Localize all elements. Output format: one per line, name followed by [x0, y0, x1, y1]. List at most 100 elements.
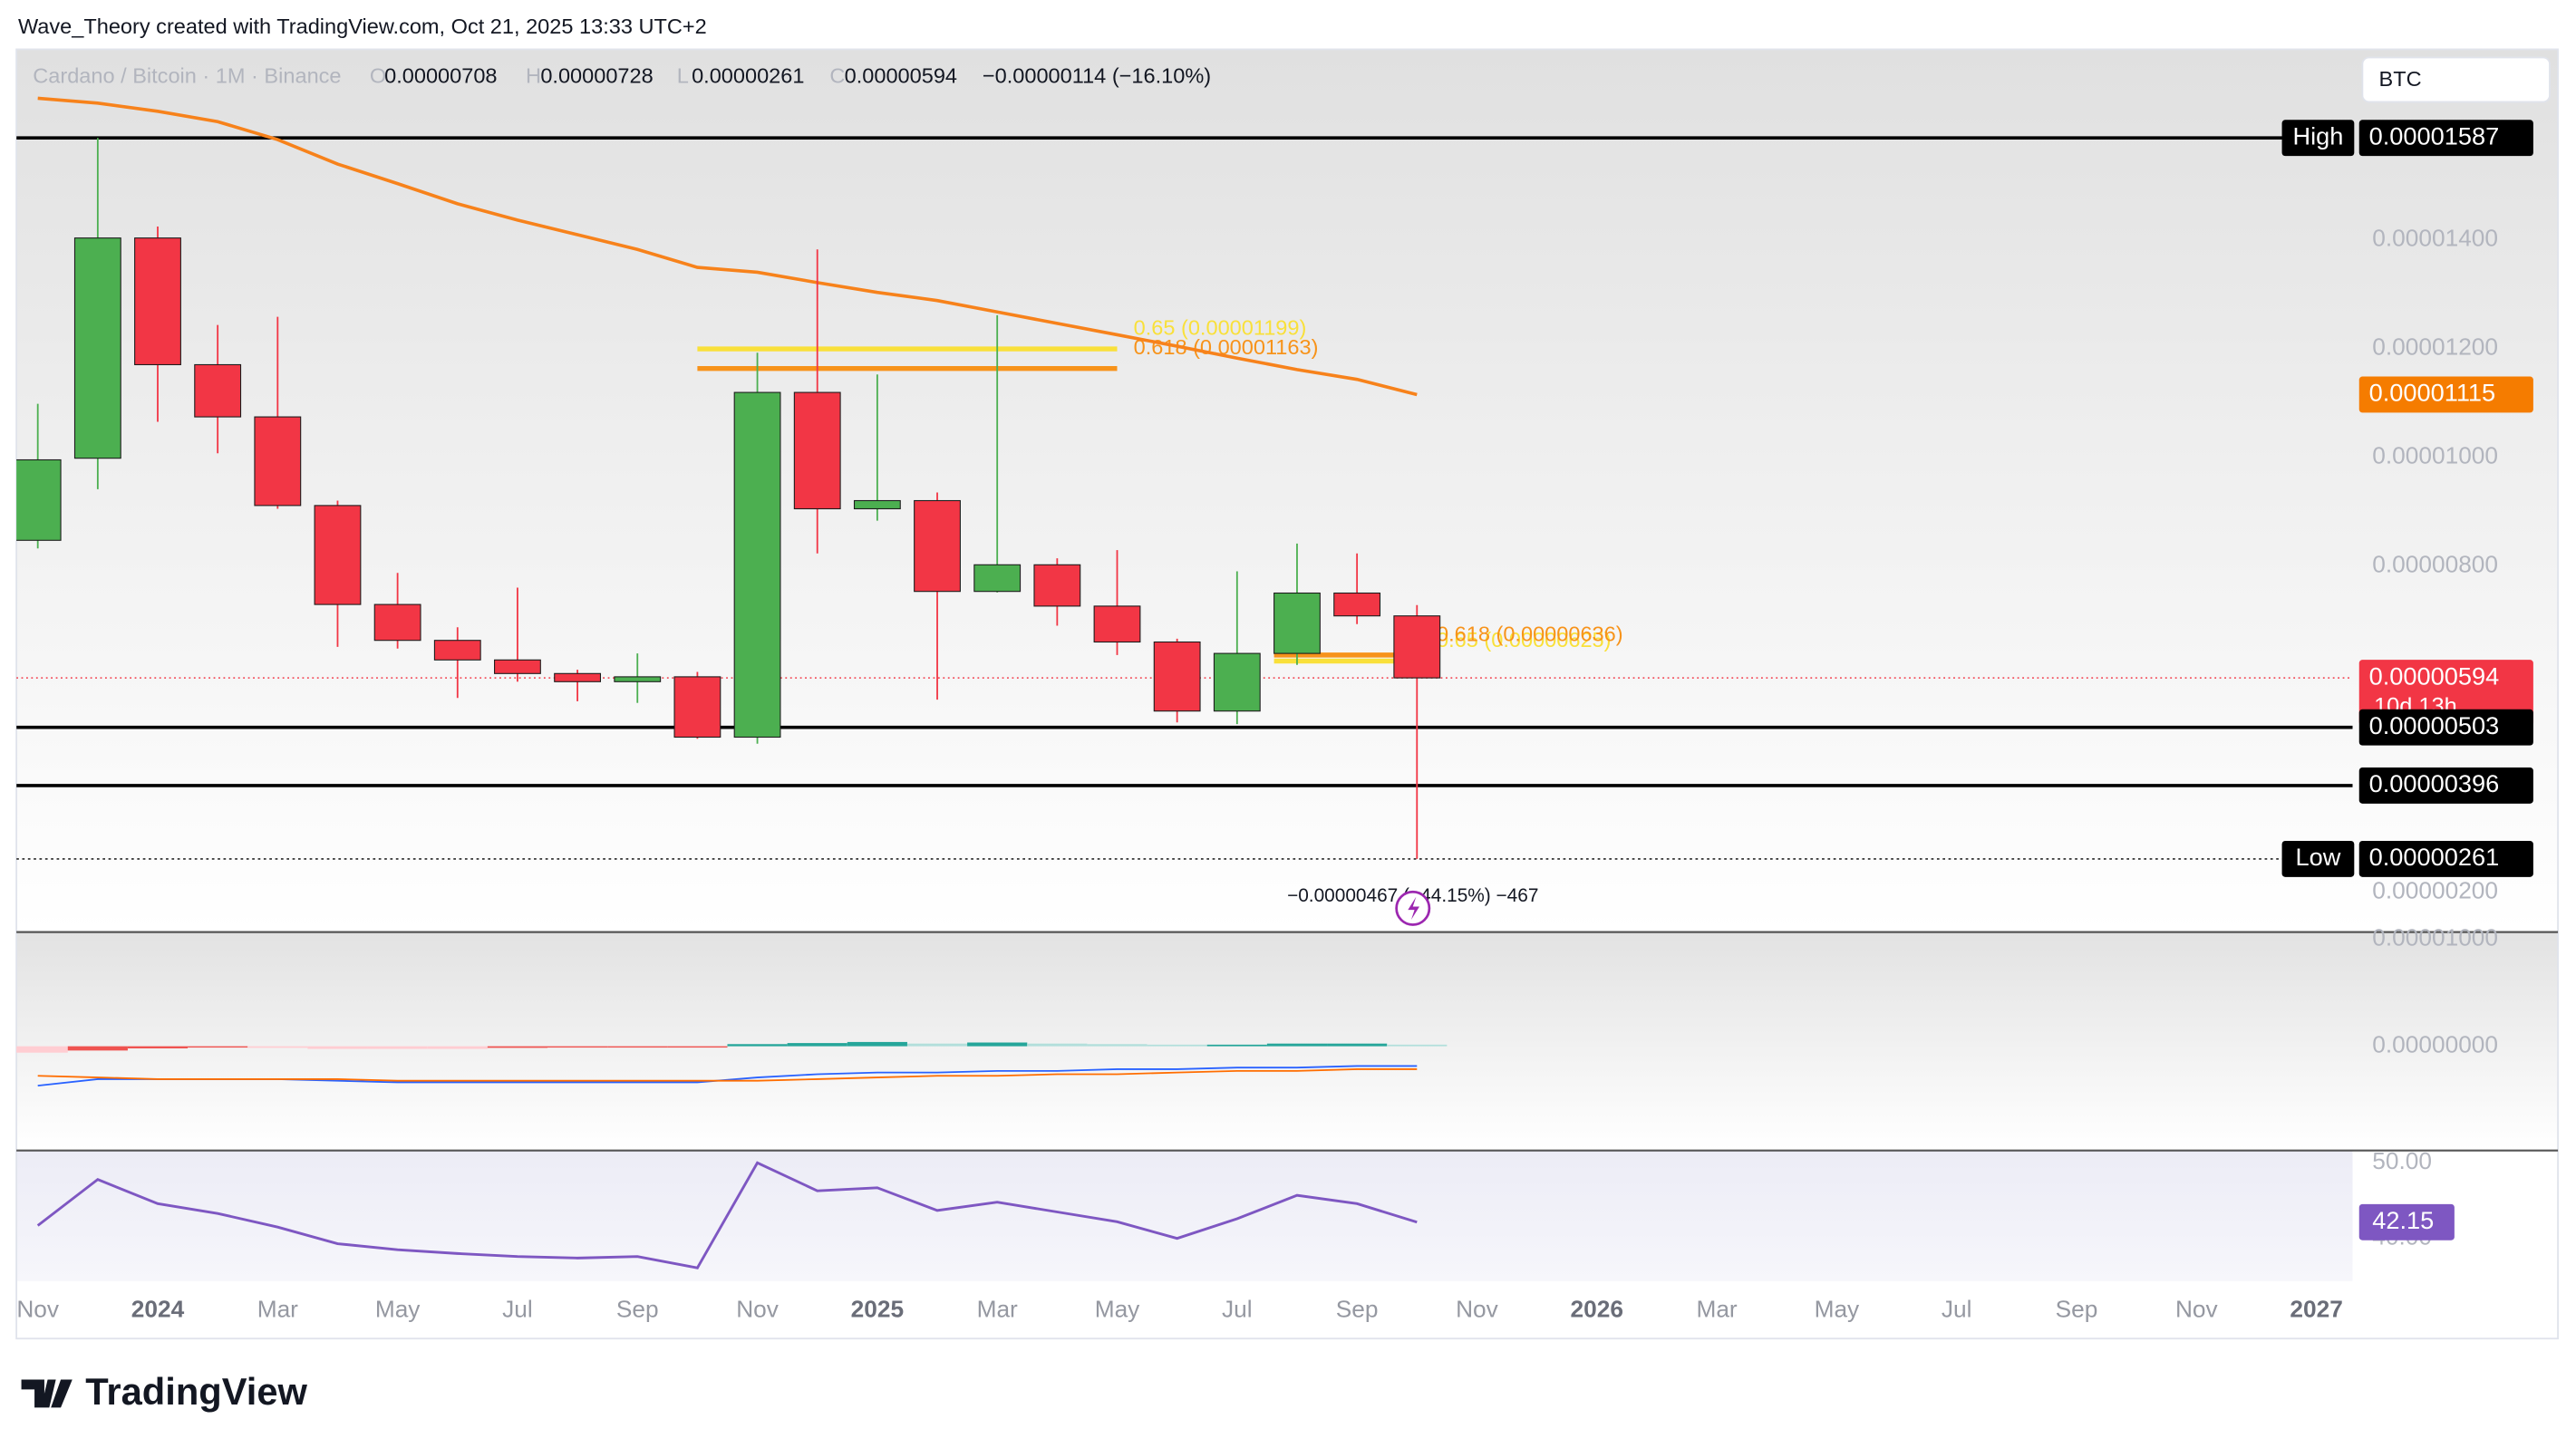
x-tick-label: Sep: [2056, 1295, 2098, 1322]
x-tick-label: Mar: [977, 1295, 1018, 1322]
macd-bar: [787, 1043, 847, 1047]
x-tick-label: May: [1095, 1295, 1140, 1322]
macd-bar: [67, 1046, 128, 1051]
legend-change: −0.00000114 (−16.10%): [983, 63, 1211, 87]
price-label: 0.00000594: [2369, 661, 2500, 690]
candle-body: [673, 676, 721, 738]
price-label-box: [2358, 767, 2533, 804]
symbol-box[interactable]: [2361, 56, 2551, 103]
symbol-text: BTC: [2379, 67, 2422, 91]
candle-body: [1033, 564, 1081, 607]
price-label-box: [2358, 660, 2533, 726]
macd-bar: [247, 1046, 308, 1048]
rsi-label: 42.15: [2372, 1206, 2434, 1234]
candle-body: [554, 672, 602, 682]
x-tick-label: Mar: [257, 1295, 298, 1322]
x-tick-label: Nov: [1456, 1295, 1499, 1322]
x-tick-label: 2024: [131, 1295, 185, 1322]
x-tick-label: Sep: [616, 1295, 659, 1322]
price-tag-box: [2281, 840, 2355, 877]
candle-body: [1273, 592, 1321, 654]
x-tick-label: May: [1815, 1295, 1860, 1322]
rsi-plot: [36, 1161, 1418, 1269]
y-tick-label: 0.00000800: [2372, 550, 2498, 577]
macd-bar: [367, 1046, 428, 1049]
x-tick-label: 2025: [851, 1295, 904, 1322]
macd-bar: [847, 1041, 907, 1047]
macd-pane: [16, 931, 2559, 1150]
candle-body: [793, 391, 841, 510]
macd-bar: [967, 1042, 1028, 1047]
icon-bolt: [1408, 896, 1419, 921]
macd-bar: [1266, 1043, 1328, 1047]
fib-label: 0.65 (0.00001199): [1134, 316, 1307, 340]
macd-bar: [16, 1046, 68, 1053]
macd-bar: [727, 1044, 788, 1047]
x-tick-label: 2027: [2290, 1295, 2342, 1322]
candle-body: [853, 499, 901, 510]
rsi-pane: [16, 1149, 2353, 1281]
macd-bar: [1147, 1044, 1207, 1047]
rsi-label-box: [2358, 1203, 2455, 1240]
candle-body: [73, 237, 121, 459]
macd-bar: [307, 1046, 368, 1049]
price-plot: 0.65 (0.00001199)0.618 (0.00001163)0.65 …: [16, 96, 2353, 860]
x-tick-label: 2026: [1571, 1295, 1623, 1322]
y-tick-label: 0.00001000: [2372, 924, 2498, 951]
x-tick-label: Sep: [1336, 1295, 1379, 1322]
logo: TradingView: [21, 1370, 308, 1413]
price-label: 0.00001115: [2369, 379, 2496, 407]
candle-body: [1213, 652, 1261, 712]
price-tag-box: [2281, 120, 2355, 157]
y-tick-label: 0.00001400: [2372, 224, 2498, 251]
x-tick-label: May: [375, 1295, 421, 1322]
macd-bar: [1327, 1043, 1388, 1047]
macd-bar: [1206, 1044, 1267, 1047]
price-pane: [16, 49, 2559, 932]
x-tick-label: Jul: [502, 1295, 533, 1322]
macd-bar: [427, 1046, 488, 1049]
candle-body: [254, 416, 302, 507]
legend-value: 0.00000261: [692, 63, 804, 87]
x-tick-label: Jul: [1942, 1295, 1972, 1322]
candle-body: [373, 603, 421, 642]
candle-body: [494, 659, 541, 674]
x-tick-label: Nov: [16, 1295, 60, 1322]
x-tick-label: Mar: [1696, 1295, 1737, 1322]
logo-icon: [21, 1379, 73, 1408]
candle-body: [1393, 615, 1441, 679]
fib-label: 0.618 (0.00000636): [1437, 622, 1623, 645]
macd-line: [37, 1068, 1418, 1082]
legend-title: Cardano / Bitcoin · 1M · Binance: [33, 63, 341, 87]
price-label: 0.00000261: [2369, 843, 2500, 871]
candle-body: [614, 676, 662, 682]
y-tick-label: 0.00001000: [2372, 441, 2498, 468]
axes: 0.00001400 0.00001200 0.00001000 0.00000800…: [16, 120, 2533, 1322]
macd-bar: [127, 1046, 189, 1048]
legend-key: O: [370, 63, 386, 87]
candle-body: [134, 237, 181, 366]
brand: TradingView: [85, 1370, 307, 1413]
ema-line: [37, 96, 1418, 397]
candle-body: [194, 363, 242, 418]
y-tick-label: 0.00001200: [2372, 333, 2498, 360]
candle-body: [1093, 605, 1141, 643]
legend-value: 0.00000728: [540, 63, 653, 87]
candle-body: [733, 391, 781, 738]
price-label-box: [2358, 709, 2533, 746]
candle-body: [16, 459, 62, 541]
price-label: 0.00000503: [2369, 711, 2500, 739]
legend-key: H: [526, 63, 541, 87]
macd-plot: [16, 1041, 1448, 1087]
price-label: 0.00000396: [2369, 769, 2500, 797]
rsi-line: [36, 1161, 1418, 1269]
macd-bar: [906, 1043, 968, 1047]
macd-bar: [487, 1046, 548, 1048]
candle-body: [314, 505, 362, 605]
macd-bar: [1027, 1043, 1088, 1047]
y-tick-label: 0.00000200: [2372, 876, 2498, 903]
fib-label: 0.65 (0.00000625): [1437, 628, 1611, 652]
legend-value: 0.00000594: [845, 63, 957, 87]
